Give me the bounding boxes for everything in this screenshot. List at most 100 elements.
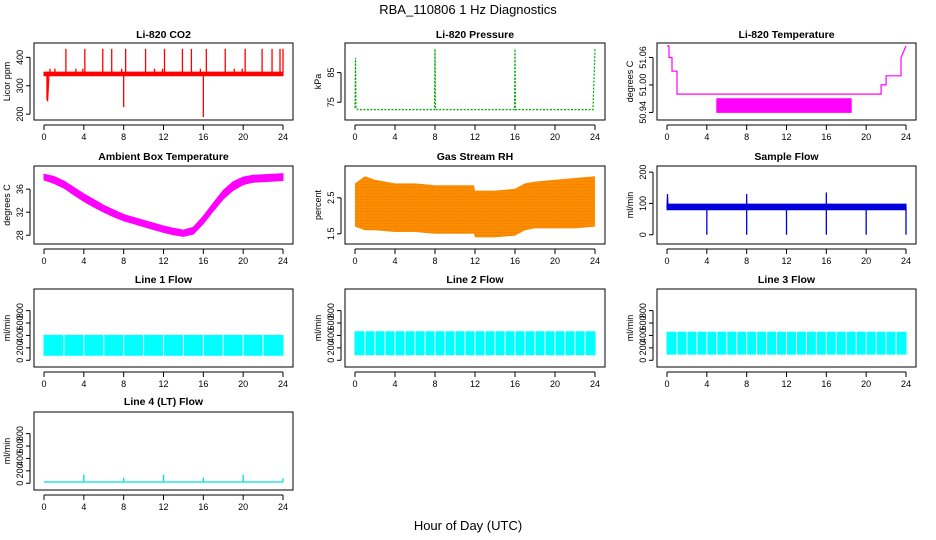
panel-title: Ambient Box Temperature — [98, 151, 229, 163]
panel-title: Gas Stream RH — [437, 151, 513, 163]
y-tick-label: 400 — [638, 328, 648, 343]
chart-panel-10: Line 4 (LT) Flow ml/min 0 4 8 12 16 20 24 0 200400… — [2, 396, 294, 512]
x-tick-label: 0 — [352, 256, 357, 266]
x-tick-label: 8 — [744, 256, 749, 266]
x-tick-label: 20 — [861, 256, 871, 266]
y-tick-label: 800 — [15, 303, 25, 318]
panel-frame — [656, 288, 917, 368]
x-tick-label: 8 — [432, 132, 437, 142]
y-tick-label: 100 — [638, 196, 648, 211]
figure-title: RBA_110806 1 Hz Diagnostics — [379, 2, 557, 17]
x-tick-label: 4 — [81, 256, 86, 266]
plot-area — [354, 329, 596, 357]
plot-area — [345, 166, 605, 244]
plot-area — [44, 474, 284, 483]
panel-frame — [33, 288, 294, 368]
y-tick-label: 75 — [326, 97, 336, 107]
x-tick-label: 16 — [510, 256, 520, 266]
x-tick-label: 8 — [744, 379, 749, 389]
x-tick-label: 20 — [550, 256, 560, 266]
x-tick-label: 24 — [901, 256, 911, 266]
y-axis-label: percent — [313, 189, 323, 220]
x-tick-label: 20 — [238, 132, 248, 142]
data-series-1 — [667, 45, 907, 95]
plot-area — [43, 48, 284, 117]
chart-panel-8: Line 2 Flow ml/min 0 4 8 12 16 20 24 0 20040060080… — [313, 274, 606, 389]
y-tick-label: 200 — [638, 165, 648, 180]
panel-frame — [33, 411, 294, 491]
panel-frame — [344, 165, 606, 245]
y-tick-label: 300 — [15, 78, 25, 93]
x-tick-label: 16 — [510, 132, 520, 142]
x-tick-label: 12 — [781, 379, 791, 389]
x-tick-label: 8 — [744, 132, 749, 142]
y-tick-label: 800 — [638, 303, 648, 318]
x-tick-label: 16 — [821, 256, 831, 266]
x-tick-label: 20 — [238, 379, 248, 389]
panel-title: Sample Flow — [754, 151, 819, 163]
x-tick-label: 4 — [81, 132, 86, 142]
x-tick-label: 20 — [238, 502, 248, 512]
panel-title: Line 4 (LT) Flow — [124, 396, 204, 408]
y-tick-label: 0 — [15, 481, 25, 486]
plot-area — [666, 330, 907, 357]
y-tick-label: 0 — [15, 358, 25, 363]
x-tick-label: 12 — [781, 256, 791, 266]
y-tick-label: 85 — [326, 68, 336, 78]
chart-panel-6: Sample Flow ml/min 0 4 8 12 16 20 24 0 100 200 — [625, 151, 917, 266]
x-tick-label: 8 — [121, 502, 126, 512]
x-tick-label: 12 — [158, 256, 168, 266]
x-tick-label: 0 — [352, 379, 357, 389]
y-tick-label: 36 — [15, 184, 25, 194]
x-tick-label: 20 — [550, 132, 560, 142]
y-axis-label: ml/min — [2, 438, 12, 465]
panel-frame — [344, 42, 606, 121]
data-series-1 — [666, 193, 907, 209]
x-tick-label: 16 — [510, 379, 520, 389]
x-tick-label: 24 — [278, 379, 288, 389]
y-axis-label: degrees C — [2, 184, 12, 226]
x-tick-label: 0 — [41, 502, 46, 512]
plot-area — [667, 45, 907, 113]
x-tick-label: 12 — [158, 502, 168, 512]
x-tick-label: 0 — [41, 379, 46, 389]
chart-panel-5: Gas Stream RH percent 0 4 8 12 16 20 24 1.5 2.5 — [313, 151, 606, 266]
y-axis-label: ml/min — [313, 315, 323, 342]
band-mask — [355, 166, 595, 191]
y-tick-label: 0 — [638, 358, 648, 363]
y-axis-label: Licor ppm — [2, 62, 12, 102]
x-tick-label: 8 — [121, 256, 126, 266]
panel-title: Li-820 Temperature — [738, 29, 834, 41]
y-tick-label: 0 — [326, 358, 336, 363]
y-tick-label: 28 — [15, 230, 25, 240]
x-tick-label: 24 — [590, 132, 600, 142]
data-series-1 — [354, 48, 596, 111]
data-series-1 — [43, 72, 284, 102]
panel-frame — [33, 165, 294, 245]
x-tick-label: 12 — [470, 256, 480, 266]
y-tick-label: 200 — [15, 340, 25, 355]
y-tick-label: 400 — [326, 328, 336, 343]
x-tick-label: 4 — [704, 132, 709, 142]
chart-panel-3: Li-820 Temperature degrees C 0 4 8 12 16 20 24 50… — [625, 29, 917, 142]
y-tick-label: 600 — [326, 316, 336, 331]
x-tick-label: 24 — [901, 132, 911, 142]
x-axis-label: Hour of Day (UTC) — [413, 518, 523, 533]
x-tick-label: 12 — [470, 132, 480, 142]
y-tick-label: 400 — [15, 451, 25, 466]
panel-frame — [33, 42, 294, 121]
y-tick-label: 600 — [638, 316, 648, 331]
band-mask — [595, 166, 605, 244]
x-tick-label: 24 — [278, 256, 288, 266]
x-tick-label: 24 — [590, 256, 600, 266]
panel-title: Line 2 Flow — [446, 274, 504, 286]
y-tick-label: 400 — [15, 50, 25, 65]
x-tick-label: 8 — [121, 132, 126, 142]
x-tick-label: 16 — [198, 132, 208, 142]
y-tick-label: 51.00 — [638, 74, 648, 97]
x-tick-label: 0 — [352, 132, 357, 142]
panel-frame — [344, 288, 606, 368]
chart-panel-1: Li-820 CO2 Licor ppm 0 4 8 12 16 20 24 200 300 400 — [2, 29, 294, 142]
x-tick-label: 12 — [470, 379, 480, 389]
panel-title: Line 1 Flow — [135, 274, 193, 286]
